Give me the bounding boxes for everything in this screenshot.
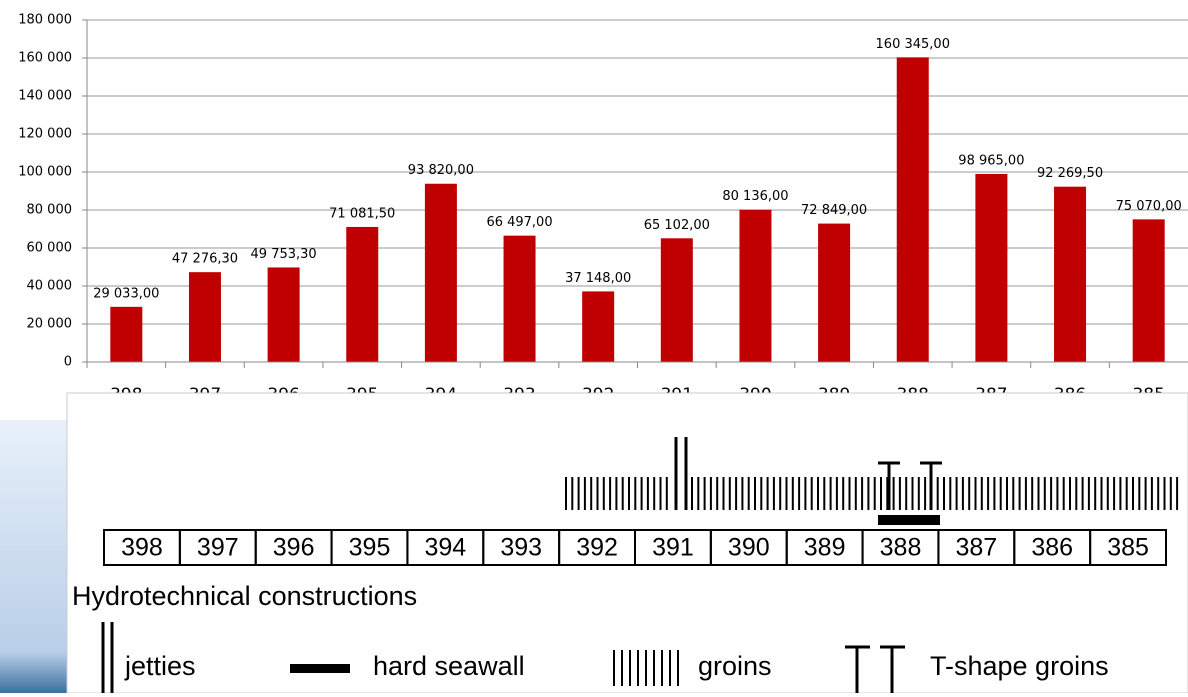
cell-label: 394 bbox=[424, 534, 466, 562]
bar bbox=[424, 183, 457, 362]
y-tick-label: 140 000 bbox=[18, 89, 72, 104]
diagram: Hydrotechnical constructions jetties har… bbox=[72, 437, 1179, 693]
bar bbox=[818, 223, 851, 362]
data-label: 47 276,30 bbox=[172, 252, 238, 267]
legend-label: T-shape groins bbox=[930, 651, 1109, 681]
cell-label: 386 bbox=[1031, 534, 1073, 562]
y-tick-label: 160 000 bbox=[18, 51, 72, 66]
data-label: 65 102,00 bbox=[644, 218, 710, 233]
legend-label: hard seawall bbox=[373, 651, 525, 681]
bar bbox=[1132, 219, 1165, 362]
bar bbox=[503, 235, 536, 362]
bar bbox=[267, 267, 300, 362]
bar bbox=[346, 226, 379, 362]
data-label: 49 753,30 bbox=[251, 247, 317, 262]
bar bbox=[975, 173, 1008, 362]
y-tick-label: 60 000 bbox=[27, 241, 73, 256]
hard-seawall bbox=[878, 515, 940, 525]
cell-label: 396 bbox=[273, 534, 315, 562]
cell-label: 393 bbox=[500, 534, 542, 562]
y-tick-label: 120 000 bbox=[18, 127, 72, 142]
data-label: 80 136,00 bbox=[722, 189, 788, 204]
data-label: 29 033,00 bbox=[93, 286, 159, 301]
bar bbox=[188, 272, 221, 362]
data-label: 72 849,00 bbox=[801, 203, 867, 218]
bar bbox=[110, 306, 143, 362]
data-label: 92 269,50 bbox=[1037, 166, 1103, 181]
cell-label: 387 bbox=[955, 534, 997, 562]
data-label: 66 497,00 bbox=[486, 215, 552, 230]
bar bbox=[739, 209, 772, 362]
cell-label: 390 bbox=[728, 534, 770, 562]
y-tick-label: 40 000 bbox=[27, 279, 73, 294]
y-tick-label: 80 000 bbox=[27, 203, 73, 218]
y-tick-label: 100 000 bbox=[18, 165, 72, 180]
data-label: 160 345,00 bbox=[876, 37, 950, 52]
legend-label: jetties bbox=[124, 651, 196, 681]
data-label: 93 820,00 bbox=[408, 163, 474, 178]
cell-label: 388 bbox=[880, 534, 922, 562]
legend-tgroin-icon bbox=[845, 645, 905, 693]
cell-label: 385 bbox=[1107, 534, 1149, 562]
cell-label: 392 bbox=[576, 534, 618, 562]
t-shape-groins bbox=[878, 461, 942, 510]
bar bbox=[1054, 186, 1087, 362]
y-tick-label: 20 000 bbox=[27, 317, 73, 332]
data-label: 98 965,00 bbox=[958, 153, 1024, 168]
data-label: 37 148,00 bbox=[565, 271, 631, 286]
data-label: 75 070,00 bbox=[1116, 199, 1182, 214]
chart: 0 20 000 40 000 60 000 80 000 100 000 120 000 1… bbox=[18, 13, 1188, 405]
legend-label: groins bbox=[698, 651, 772, 681]
cell-label: 395 bbox=[349, 534, 391, 562]
legend-seawall-icon bbox=[290, 664, 350, 673]
cell-label: 397 bbox=[197, 534, 239, 562]
jetties bbox=[674, 437, 688, 510]
y-tick-label: 0 bbox=[64, 355, 72, 370]
bar bbox=[896, 57, 929, 362]
cell-label: 398 bbox=[121, 534, 163, 562]
cell bbox=[1089, 529, 1167, 566]
cell-label: 391 bbox=[652, 534, 694, 562]
diagram-panel bbox=[66, 392, 1188, 694]
cell-label: 389 bbox=[804, 534, 846, 562]
y-tick-label: 180 000 bbox=[18, 13, 72, 28]
diagram-title: Hydrotechnical constructions bbox=[72, 581, 417, 611]
data-label: 71 081,50 bbox=[329, 206, 395, 221]
bar bbox=[660, 238, 693, 362]
background-photo bbox=[0, 420, 70, 693]
bar bbox=[582, 291, 615, 362]
